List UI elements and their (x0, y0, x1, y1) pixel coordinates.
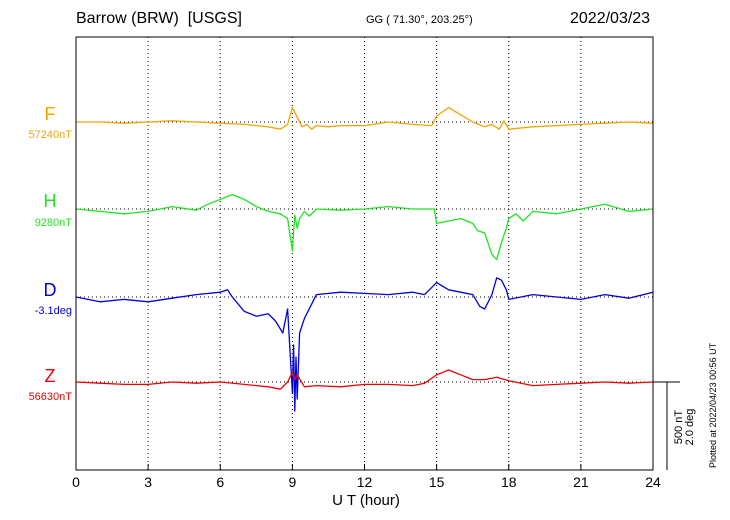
x-tick-label: 3 (144, 474, 152, 490)
station-name: Barrow (BRW) (76, 10, 179, 27)
x-tick-label: 18 (501, 474, 517, 490)
plotted-timestamp: Plotted at 2022/04/23 00:56 UT (708, 342, 718, 468)
channel-label-f: F (44, 104, 56, 124)
channel-baseline-z: 56630nT (28, 391, 72, 403)
data-source: [USGS] (187, 10, 242, 27)
scale-bar: 500 nT 2.0 deg (653, 381, 696, 470)
x-tick-label: 24 (645, 474, 661, 490)
station-title: Barrow (BRW) [USGS] (76, 10, 242, 28)
channel-baseline-f: 57240nT (28, 129, 72, 141)
channel-label-z: Z (44, 366, 56, 386)
series-line-h (75, 193, 654, 261)
x-tick-label: 12 (357, 474, 373, 490)
series-line-z (75, 369, 654, 390)
x-axis: 0 3 6 9 12 15 18 21 24 (72, 464, 661, 490)
scale-bar-deg-label: 2.0 deg (684, 409, 696, 446)
x-tick-label: 9 (288, 474, 296, 490)
channel-label-h: H (43, 191, 57, 211)
chart-date: 2022/03/23 (570, 10, 651, 27)
x-axis-label: U T (hour) (332, 492, 400, 509)
channel-baseline-d: -3.1deg (34, 305, 72, 317)
series-traces (75, 106, 654, 412)
grid-lines (76, 37, 653, 470)
channel-baseline-h: 9280nT (34, 217, 72, 229)
x-tick-label: 6 (216, 474, 224, 490)
geographic-coordinates: GG ( 71.30°, 203.25°) (366, 14, 473, 26)
x-tick-label: 0 (72, 474, 80, 490)
x-tick-label: 21 (573, 474, 589, 490)
scale-bar-nt-label: 500 nT (673, 410, 685, 445)
x-tick-label: 15 (429, 474, 445, 490)
channel-label-d: D (43, 280, 57, 300)
series-line-d (75, 277, 654, 412)
series-line-f (76, 106, 654, 130)
